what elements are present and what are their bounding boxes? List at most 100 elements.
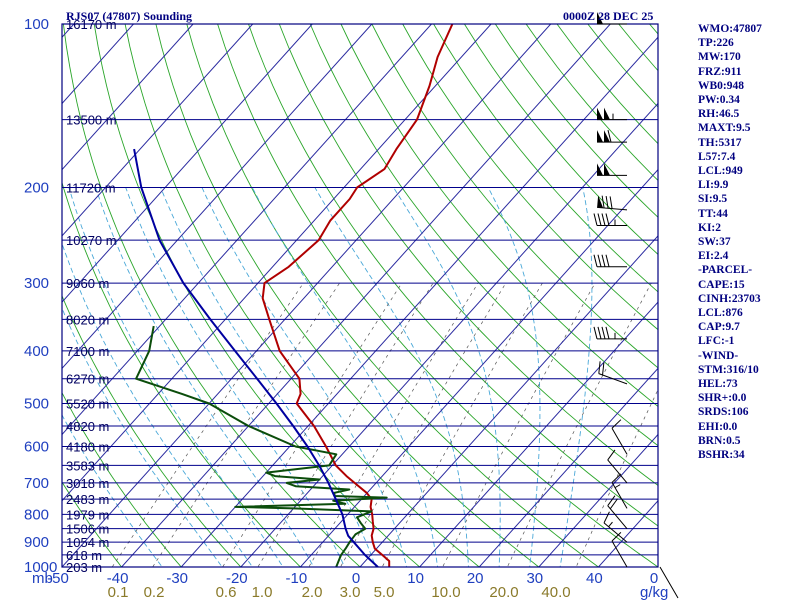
height-level-label: 4820 m [66, 419, 109, 434]
dry-adiabat [124, 24, 480, 567]
index-item: KI:2 [698, 221, 721, 234]
height-level-label: 1506 m [66, 522, 109, 537]
index-item: STM:316/10 [698, 363, 759, 376]
index-item: CINH:23703 [698, 292, 761, 305]
wind-barb [593, 254, 627, 268]
index-item: HEL:73 [698, 378, 738, 391]
pressure-tick-label: 600 [24, 439, 49, 456]
mixing-ratio-line [152, 282, 340, 567]
barb-flag [603, 511, 610, 524]
barb-flag [605, 326, 610, 339]
wind-barb [603, 511, 628, 543]
index-item: WB0:948 [698, 79, 744, 92]
wind-barb [598, 361, 628, 385]
barb-staff [611, 428, 628, 455]
index-item: SW:37 [698, 236, 731, 249]
height-level-label: 8020 m [66, 312, 109, 327]
index-item: LI:9.9 [698, 179, 729, 192]
wind-barb [597, 163, 627, 176]
barb-axis-tick [659, 566, 679, 599]
wind-barb [611, 473, 628, 509]
isotherm [62, 24, 254, 237]
barb-flag [601, 195, 605, 209]
barb-flag [607, 129, 612, 143]
isotherm [299, 168, 658, 567]
chart-axes [61, 23, 659, 568]
height-level-label: 5520 m [66, 397, 109, 412]
isotherm [62, 24, 313, 303]
height-level-label: 3583 m [66, 458, 109, 473]
index-item: EHI:0.0 [698, 420, 738, 433]
wind-barb-column [593, 12, 679, 599]
temperature-tick-label: -40 [107, 570, 129, 587]
temperature-tick-label: 20 [467, 570, 484, 587]
mixing-ratio-line [222, 282, 403, 567]
isotherm [478, 367, 658, 567]
index-item: EI:2.4 [698, 250, 729, 263]
isotherm [180, 36, 658, 567]
dry-adiabat [62, 481, 123, 567]
barb-flag [593, 326, 598, 339]
barb-pennant [604, 107, 610, 120]
series-line-parcel [133, 148, 379, 567]
dry-adiabat [309, 24, 658, 447]
height-level-label: 6270 m [66, 372, 109, 387]
barb-flag [611, 532, 622, 542]
barb-flag [593, 213, 598, 226]
wind-barb [611, 419, 628, 455]
height-level-label: 13500 m [66, 113, 117, 128]
barb-staff [607, 505, 628, 529]
dry-adiabat [464, 24, 658, 255]
barb-flag [597, 326, 602, 339]
temperature-tick-label: 0 [352, 570, 360, 587]
chart-series [133, 24, 454, 567]
height-level-label: 16170 m [66, 17, 117, 32]
temperature-tick-label: 30 [526, 570, 543, 587]
wind-barb [593, 326, 627, 340]
index-item: MW:170 [698, 51, 741, 64]
height-level-label: 1054 m [66, 535, 109, 550]
barb-staff [607, 459, 628, 484]
barb-pennant [597, 130, 603, 143]
barb-flag [593, 254, 598, 267]
pressure-tick-label: 900 [24, 534, 49, 551]
index-item: BSHR:34 [698, 449, 745, 462]
height-level-label: 10270 m [66, 233, 117, 248]
barb-flag [602, 362, 605, 376]
mixing-ratio-label: 1.0 [252, 584, 273, 600]
mixing-ratio-label: 3.0 [340, 584, 361, 600]
index-item: CAPE:15 [698, 278, 745, 291]
dry-adiabat [217, 24, 658, 567]
barb-flag [611, 419, 622, 429]
mixing-ratio-line [575, 388, 658, 567]
mixing-ratio-label: 0.1 [108, 584, 129, 600]
moist-adiabat [160, 187, 377, 567]
barb-flag [598, 361, 601, 374]
wind-barb [607, 495, 628, 529]
barb-half-flag [614, 484, 621, 489]
index-item: PW:0.34 [698, 94, 740, 107]
moist-adiabat [125, 187, 346, 567]
indices-panel: WMO:47807 TP:226 MW:170 FRZ:911 WB0:948 PW:0.… [698, 22, 800, 462]
pressure-tick-label: 500 [24, 396, 49, 413]
isotherm [359, 235, 658, 567]
isotherm [538, 433, 658, 567]
isotherm [62, 24, 194, 171]
wind-barb [611, 532, 628, 568]
height-level-label: 3018 m [66, 476, 109, 491]
mixing-ratio-label: 20.0 [489, 584, 518, 600]
chart-grid [62, 24, 658, 567]
temperature-tick-label: -10 [286, 570, 308, 587]
height-level-label: 1979 m [66, 507, 109, 522]
dry-adiabat [248, 24, 658, 527]
dry-adiabat [402, 24, 658, 331]
wind-barb [597, 107, 627, 121]
mixing-ratio-label: 10.0 [431, 584, 460, 600]
mixing-ratio-line [506, 282, 652, 567]
barb-flag [601, 254, 606, 267]
isotherm [62, 24, 373, 370]
dry-adiabat [340, 24, 658, 408]
barb-staff [598, 373, 628, 385]
temperature-tick-label: 0 [650, 570, 658, 587]
index-item: LCL:876 [698, 307, 743, 320]
